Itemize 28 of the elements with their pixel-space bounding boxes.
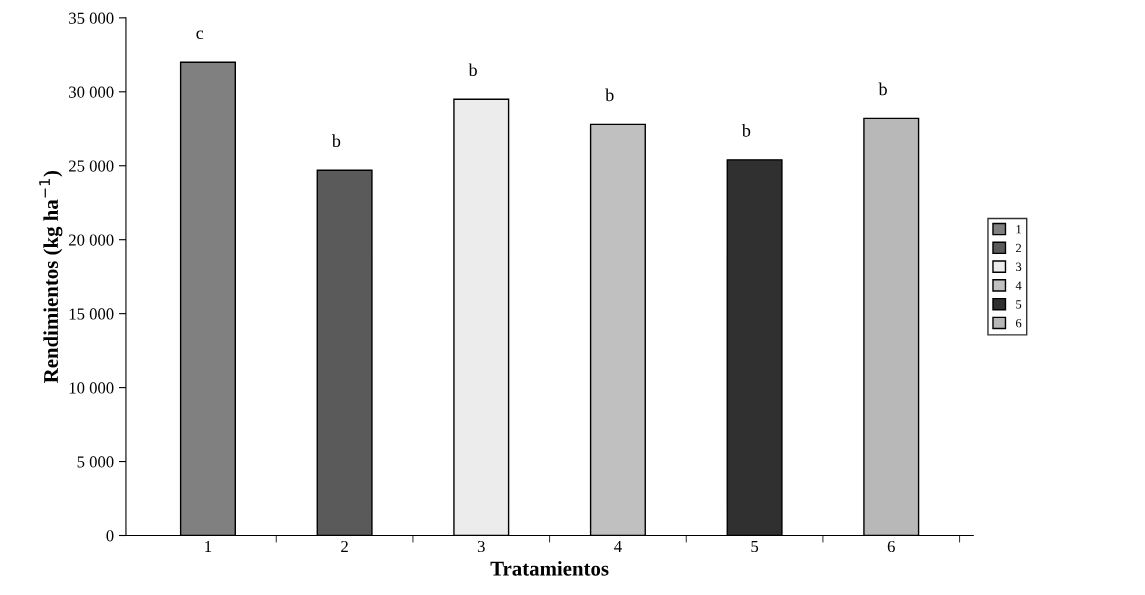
y-tick-label: 0 xyxy=(106,530,114,542)
annotation: b xyxy=(331,134,341,148)
x-tick-label: 6 xyxy=(887,540,895,553)
x-tick-label: 1 xyxy=(205,540,212,552)
y-tick-label: 5 000 xyxy=(77,456,114,468)
legend-label: 6 xyxy=(1016,318,1022,328)
y-tick-label: 35 000 xyxy=(69,12,114,24)
y-tick-label: 15 000 xyxy=(69,308,114,320)
y-tick-label: 20 000 xyxy=(69,234,114,246)
annotation: b xyxy=(605,88,614,102)
annotation: b xyxy=(468,63,477,77)
legend-label: 5 xyxy=(1016,300,1022,309)
x-tick-label: 3 xyxy=(477,540,485,553)
y-tick-label: 10 000 xyxy=(69,382,114,394)
legend-label: 1 xyxy=(1016,225,1021,234)
y-tick-label: 30 000 xyxy=(69,86,114,98)
annotation: c xyxy=(196,30,204,40)
y-axis-title: Rendimientos (kg ha$^{−1}$) xyxy=(39,171,63,383)
annotation: b xyxy=(741,124,751,137)
x-axis-title: Tratamientos xyxy=(490,561,609,576)
annotation: b xyxy=(878,82,887,96)
legend-label: 4 xyxy=(1015,281,1022,290)
legend-label: 3 xyxy=(1016,262,1022,272)
legend-label: 2 xyxy=(1016,243,1022,253)
y-tick-label: 25 000 xyxy=(69,160,114,172)
x-tick-label: 4 xyxy=(614,540,622,552)
x-tick-label: 2 xyxy=(341,540,348,552)
x-tick-label: 5 xyxy=(751,541,759,553)
